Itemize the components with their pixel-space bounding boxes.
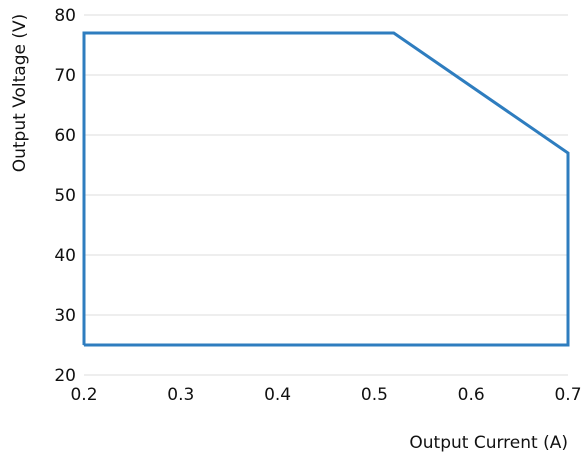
data-point [567, 152, 569, 154]
x-tick-label: 0.4 [264, 385, 291, 405]
y-tick-label: 80 [54, 6, 76, 26]
x-tick-label: 0.6 [458, 385, 485, 405]
x-tick-label: 0.2 [70, 385, 97, 405]
tick-labels: 20 30 40 50 60 70 80 0.2 0.3 0.4 0.5 0.6 0.7 [54, 6, 581, 405]
y-tick-label: 60 [54, 126, 76, 146]
y-tick-label: 20 [54, 366, 76, 386]
gridlines [84, 14, 568, 376]
data-point [83, 32, 85, 34]
data-point [83, 344, 85, 346]
x-axis-title: Output Current (A) [409, 433, 568, 453]
data-point [567, 344, 569, 346]
series-line-0 [82, 31, 570, 347]
y-tick-label: 70 [54, 66, 76, 86]
x-tick-label: 0.5 [361, 385, 388, 405]
y-tick-label: 40 [54, 246, 76, 266]
y-tick-label: 30 [54, 306, 76, 326]
series-layer [82, 31, 570, 347]
y-tick-label: 50 [54, 186, 76, 206]
x-tick-label: 0.3 [167, 385, 194, 405]
x-tick-label: 0.7 [554, 385, 581, 405]
y-axis-title: Output Voltage (V) [10, 14, 30, 173]
data-point [393, 32, 395, 34]
